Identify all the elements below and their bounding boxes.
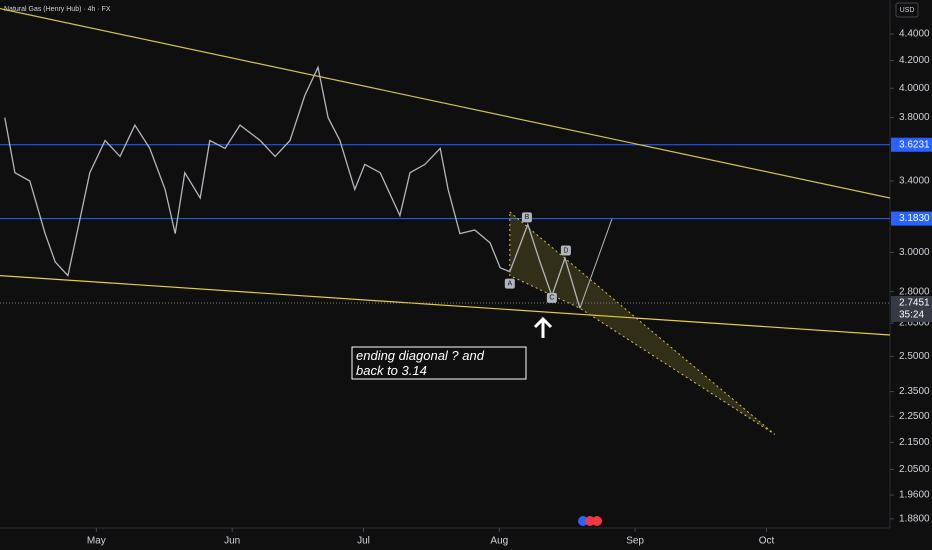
wave-label: A xyxy=(507,280,512,287)
projection xyxy=(579,218,613,309)
up-arrow-icon xyxy=(533,316,553,338)
trendline xyxy=(0,8,891,199)
wave-label: C xyxy=(549,295,554,302)
x-tick-label: Jul xyxy=(357,536,370,547)
wave-label: B xyxy=(525,214,530,221)
price-label-bg xyxy=(891,211,932,226)
wave-label-bg xyxy=(521,212,532,223)
x-tick-label: Sep xyxy=(626,536,644,547)
y-tick-label: 4.2000 xyxy=(899,55,930,66)
annotation-line: back to 3.14 xyxy=(356,363,427,378)
y-tick-label: 3.0000 xyxy=(899,247,930,258)
price-label: 3.6231 xyxy=(899,139,930,150)
y-tick-label: 2.5000 xyxy=(899,351,930,362)
y-tick-label: 4.0000 xyxy=(899,83,930,94)
y-tick-label: 2.1500 xyxy=(899,437,930,448)
y-tick-label: 2.0500 xyxy=(899,464,930,475)
last-price-label: 2.7451 xyxy=(899,298,930,309)
wave-label-bg xyxy=(560,245,571,256)
wave-label: D xyxy=(563,247,568,254)
y-tick-label: 2.3500 xyxy=(899,386,930,397)
last-price-bg xyxy=(891,295,932,322)
annotation-line: ending diagonal ? and xyxy=(356,348,485,363)
y-tick-label: 3.8000 xyxy=(899,112,930,123)
price-label: 3.1830 xyxy=(899,213,930,224)
y-tick-label: 4.4000 xyxy=(899,29,930,40)
x-tick-label: Aug xyxy=(490,536,508,547)
countdown: 35:24 xyxy=(899,310,924,321)
price-line-series xyxy=(4,65,581,309)
trendline xyxy=(0,275,891,336)
price-label-bg xyxy=(891,137,932,152)
chart-title: Natural Gas (Henry Hub) · 4h · FX xyxy=(4,6,111,13)
y-tick-label: 2.6500 xyxy=(899,318,930,329)
wedge xyxy=(509,210,776,435)
y-tick-label: 1.9600 xyxy=(899,490,930,501)
flag-icons[interactable] xyxy=(578,516,602,526)
wave-label-bg xyxy=(504,278,515,289)
x-tick-label: May xyxy=(87,536,106,547)
y-tick-label: 2.2500 xyxy=(899,411,930,422)
x-tick-label: Oct xyxy=(759,536,775,547)
currency-box[interactable] xyxy=(895,2,919,18)
y-tick-label: 2.8000 xyxy=(899,286,930,297)
y-tick-label: 3.4000 xyxy=(899,176,930,187)
annotation-box xyxy=(351,346,527,380)
y-tick-label: 1.8800 xyxy=(899,513,930,524)
currency[interactable]: USD xyxy=(900,7,915,14)
x-tick-label: Jun xyxy=(224,536,240,547)
wave-label-bg xyxy=(546,292,557,303)
